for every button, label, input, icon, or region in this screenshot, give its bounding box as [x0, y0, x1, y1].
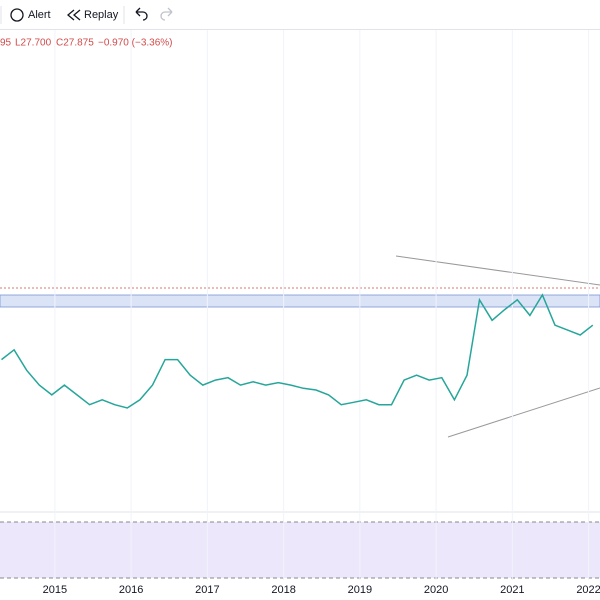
x-tick-label: 2020	[424, 584, 448, 596]
legend-partial: 95	[0, 38, 12, 49]
alert-icon	[10, 8, 24, 22]
zone	[0, 294, 600, 308]
x-tick-label: 2019	[348, 584, 372, 596]
rsi-pane	[0, 522, 600, 578]
toolbar	[0, 0, 600, 30]
trend-line	[447, 387, 600, 438]
replay-icon	[66, 9, 81, 21]
x-tick-label: 2022	[576, 584, 600, 596]
replay-button[interactable]: Replay	[66, 9, 119, 21]
alert-label: Alert	[28, 9, 51, 21]
alert-button[interactable]: Alert	[10, 8, 51, 22]
x-tick-label: 2017	[195, 584, 219, 596]
x-tick-label: 2021	[500, 584, 524, 596]
trend-line	[395, 255, 600, 286]
legend-close: C27.875	[56, 38, 94, 49]
replay-label: Replay	[84, 9, 119, 21]
redo-button[interactable]	[160, 7, 173, 21]
x-tick-label: 2018	[271, 584, 295, 596]
price-line	[1, 293, 594, 409]
x-tick-label: 2015	[43, 584, 67, 596]
undo-button[interactable]	[135, 7, 148, 21]
x-tick-label: 2016	[119, 584, 143, 596]
legend-change: −0.970 (−3.36%)	[98, 38, 173, 49]
legend-low: L27.700	[15, 38, 52, 49]
